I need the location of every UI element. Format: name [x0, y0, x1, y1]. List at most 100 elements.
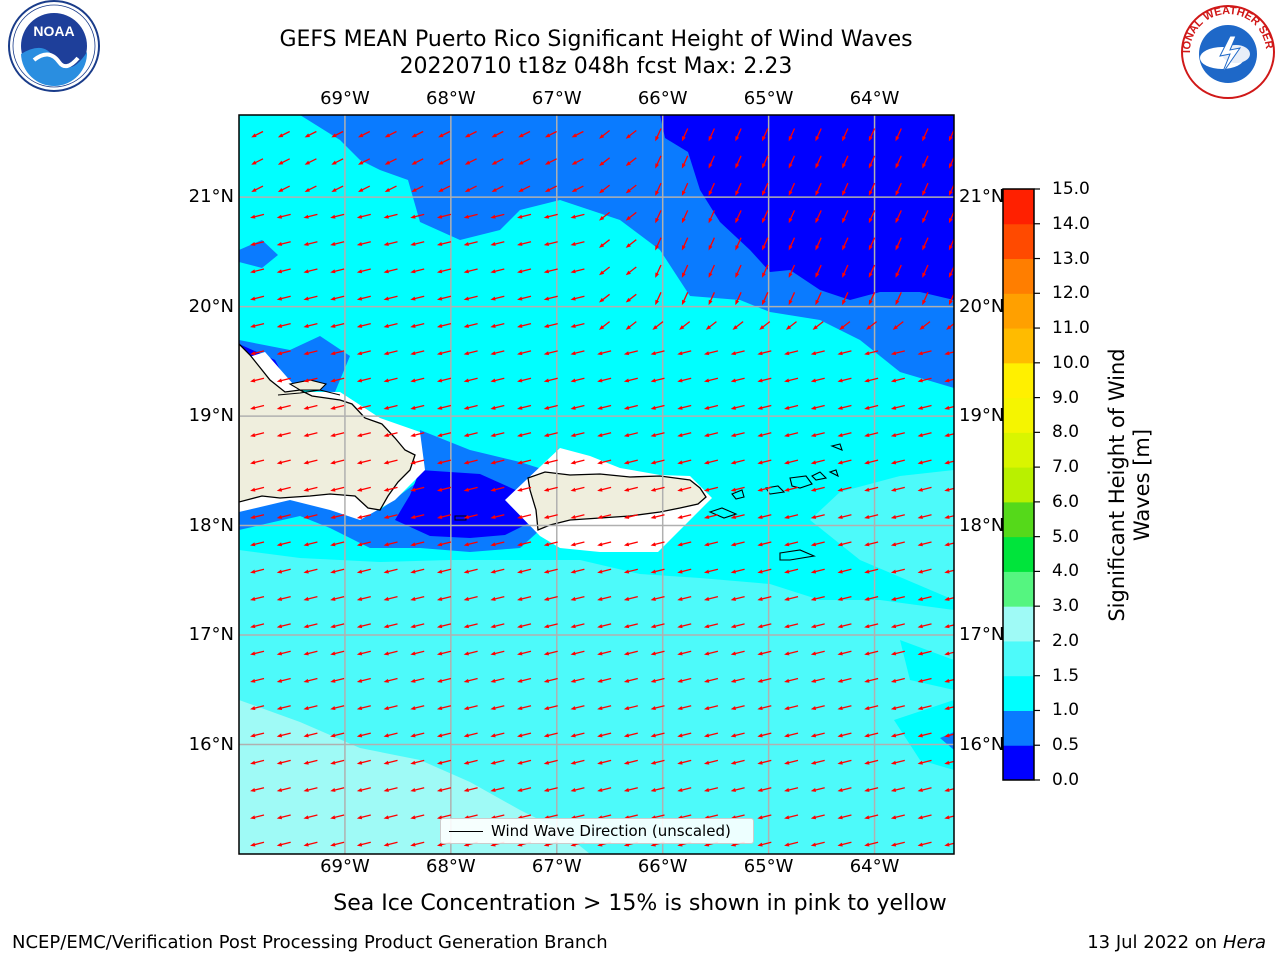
wind-arrow-641 [784, 759, 799, 765]
national-weather-service-logo: NATIONAL WEATHER SERVICE [1178, 2, 1275, 99]
wind-arrow-618 [890, 732, 905, 738]
wind-arrow-556 [677, 677, 692, 683]
wind-arrow-409 [356, 541, 371, 547]
wind-arrow-100 [761, 210, 769, 224]
wind-arrow-28 [277, 158, 290, 165]
wind-arrow-75 [815, 182, 822, 196]
wind-arrow-248 [383, 377, 398, 383]
wind-arrow-37 [518, 158, 531, 165]
lat-tick-left-2: 19°N [188, 405, 234, 427]
chart-title: GEFS MEAN Puerto Rico Significant Height… [279, 27, 913, 52]
wind-arrow-506 [784, 623, 799, 629]
colorbar-tick-7: 8.0 [1052, 422, 1080, 443]
wind-arrow-590 [864, 705, 879, 711]
wind-arrow-576 [490, 705, 505, 711]
wind-arrow-421 [677, 541, 692, 547]
wind-arrow-402 [890, 514, 905, 519]
wind-arrow-672 [890, 787, 905, 792]
wind-arrow-236 [784, 350, 799, 356]
colorbar-bin-10 [1003, 397, 1034, 433]
wind-arrow-32 [384, 158, 397, 165]
wind-arrow-164 [303, 295, 318, 301]
noaa-logo: NOAA [8, 0, 100, 92]
wind-arrow-339 [650, 459, 665, 465]
wind-arrow-274 [356, 404, 371, 410]
wind-arrow-331 [436, 459, 452, 465]
wind-arrow-658 [517, 787, 532, 792]
wind-arrow-695 [784, 814, 799, 820]
colorbar-bin-16 [1003, 189, 1034, 225]
lon-tick-top-4: 65°W [743, 88, 794, 109]
wind-arrow-698 [864, 814, 879, 820]
wind-arrow-512 [944, 624, 954, 629]
wind-arrow-40 [599, 157, 610, 167]
wind-arrow-155 [788, 264, 796, 278]
wind-arrow-540 [250, 677, 265, 683]
wind-arrow-509 [864, 623, 879, 629]
wind-arrow-532 [757, 650, 772, 656]
wind-arrow-707 [383, 841, 398, 847]
wind-arrow-456 [890, 568, 905, 574]
wind-arrow-628 [436, 759, 452, 765]
wind-arrow-594 [250, 732, 265, 738]
wind-arrow-583 [677, 705, 692, 711]
wind-arrow-562 [837, 677, 852, 683]
wind-arrow-243 [250, 377, 265, 383]
wind-arrow-470 [543, 595, 558, 601]
lon-tick-bottom-3: 66°W [637, 856, 688, 877]
wind-arrow-539 [944, 651, 954, 656]
wind-arrow-340 [677, 459, 692, 465]
wind-arrow-631 [517, 759, 532, 765]
footer-host: Hera [1222, 932, 1266, 953]
wind-arrow-472 [597, 595, 612, 601]
wind-arrow-152 [708, 264, 715, 278]
wind-arrow-282 [570, 404, 585, 410]
wind-arrow-571 [356, 705, 371, 711]
wind-arrow-313 [677, 432, 692, 438]
wind-arrow-326 [303, 459, 318, 465]
wind-arrow-221 [383, 350, 398, 356]
wind-arrow-29 [304, 158, 317, 165]
wind-arrow-98 [708, 210, 715, 224]
wind-arrow-306 [490, 432, 505, 438]
wind-arrow-310 [597, 432, 612, 438]
legend-label: Wind Wave Direction (unscaled) [491, 822, 731, 840]
wind-arrow-88 [436, 213, 452, 219]
wind-arrow-504 [730, 623, 745, 629]
wind-arrow-49 [842, 155, 849, 169]
wind-arrow-411 [410, 541, 425, 547]
wind-arrow-140 [383, 268, 398, 274]
wind-arrow-146 [543, 268, 558, 274]
wind-arrow-207 [732, 321, 744, 330]
wind-arrow-453 [810, 568, 825, 574]
wind-arrow-94 [599, 211, 610, 221]
lat-tick-right-2: 19°N [959, 405, 1005, 427]
wind-arrow-543 [330, 677, 345, 683]
wind-arrow-60 [411, 185, 424, 192]
wind-arrow-210 [812, 321, 824, 330]
colorbar-tick-5: 10.0 [1052, 352, 1090, 373]
wind-arrow-142 [436, 268, 452, 274]
lat-tick-right-5: 16°N [959, 733, 1005, 755]
wind-arrow-580 [597, 705, 612, 711]
wind-arrow-176 [625, 293, 637, 303]
lon-tick-bottom-4: 65°W [743, 856, 794, 877]
wind-arrow-19 [761, 128, 769, 142]
wind-arrow-137 [303, 268, 318, 274]
wind-arrow-623 [303, 759, 318, 765]
wind-arrow-115 [436, 241, 452, 246]
wind-arrow-403 [917, 514, 932, 519]
wind-arrow-529 [677, 650, 692, 656]
wind-arrow-81 [250, 213, 265, 219]
wind-arrow-422 [703, 541, 719, 547]
wind-arrow-271 [276, 404, 291, 410]
wind-arrow-558 [730, 677, 745, 683]
wind-arrow-147 [570, 268, 585, 274]
wind-arrow-294 [890, 404, 905, 410]
wind-arrow-479 [784, 595, 799, 601]
wind-arrow-527 [623, 650, 638, 656]
wind-arrow-569 [303, 705, 318, 711]
wind-arrow-305 [463, 432, 478, 438]
wind-arrow-508 [837, 623, 852, 629]
wind-arrow-381 [330, 514, 345, 519]
